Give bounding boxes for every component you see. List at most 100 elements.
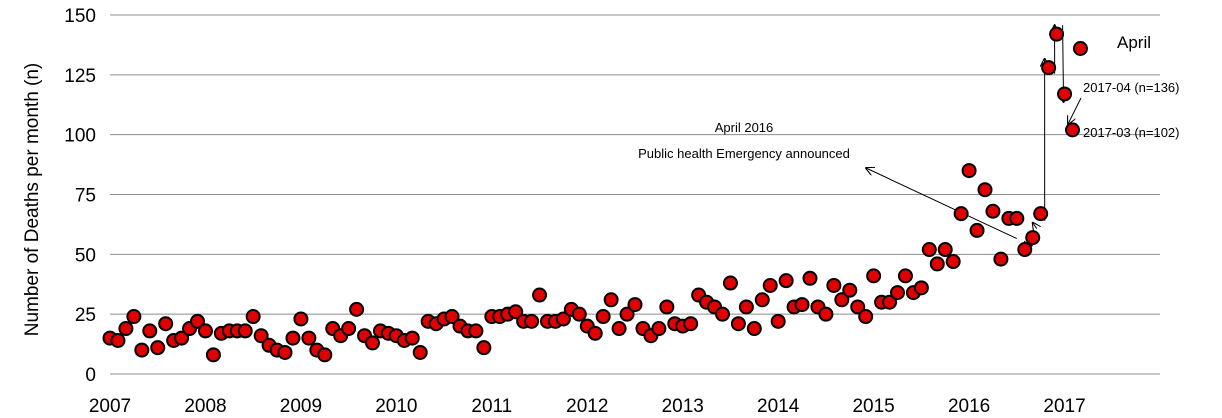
data-points [102, 26, 1088, 363]
data-point [317, 347, 333, 363]
data-point [882, 294, 898, 310]
data-point [595, 309, 611, 325]
data-point [826, 277, 842, 293]
data-point [969, 222, 985, 238]
y-axis-ticks: 0 25 50 75 100 125 150 [64, 6, 96, 386]
data-point [953, 206, 969, 222]
data-point [619, 306, 635, 322]
data-point [134, 342, 150, 358]
data-point [444, 309, 460, 325]
data-point [126, 309, 142, 325]
x-tick-label: 2013 [662, 396, 704, 417]
data-point [913, 280, 929, 296]
data-point [603, 292, 619, 308]
data-point [627, 297, 643, 313]
data-point [245, 309, 261, 325]
data-point [651, 321, 667, 337]
data-point [738, 299, 754, 315]
x-tick-label: 2009 [280, 396, 322, 417]
data-point [476, 340, 492, 356]
data-point [524, 313, 540, 329]
x-tick-label: 2014 [757, 396, 800, 417]
data-point [237, 323, 253, 339]
data-point [468, 323, 484, 339]
data-point [993, 251, 1009, 267]
annotation-public-health-emergency: Public health Emergency announced [638, 146, 850, 161]
data-point [555, 311, 571, 327]
x-tick-label: 2007 [89, 396, 131, 417]
data-point [412, 344, 428, 360]
data-point [253, 328, 269, 344]
data-point [762, 277, 778, 293]
annotation-2017-04: 2017-04 (n=136) [1083, 80, 1180, 95]
data-point [1033, 206, 1049, 222]
x-axis-ticks: 2007 2008 2009 2010 2011 2012 2013 2014 2015 2016… [89, 396, 1086, 417]
data-point [977, 182, 993, 198]
x-tick-label: 2010 [375, 396, 417, 417]
data-point [174, 330, 190, 346]
x-tick-label: 2008 [184, 396, 226, 417]
data-point [158, 316, 174, 332]
data-point [365, 335, 380, 351]
data-point [1049, 26, 1065, 42]
data-point [866, 268, 882, 284]
data-point [730, 316, 746, 332]
data-point [1065, 122, 1080, 138]
data-point [659, 299, 675, 315]
data-point [715, 306, 730, 322]
data-point [1009, 210, 1025, 226]
annotation-april: April [1117, 33, 1151, 52]
data-point [532, 287, 548, 303]
annotation-arrow [1033, 223, 1037, 229]
y-tick-label: 100 [64, 126, 96, 147]
data-point [921, 242, 937, 258]
data-point [890, 285, 905, 301]
data-point [937, 242, 953, 258]
y-tick-label: 50 [75, 245, 96, 266]
data-point [587, 325, 603, 341]
data-point [1017, 242, 1033, 258]
annotation-april-2016: April 2016 [715, 120, 774, 135]
y-tick-label: 125 [64, 66, 96, 87]
data-point [190, 313, 205, 329]
data-point [341, 321, 357, 337]
data-point [842, 282, 858, 298]
data-point [945, 254, 961, 270]
data-point [404, 330, 420, 346]
annotation-2017-03: 2017-03 (n=102) [1083, 125, 1180, 140]
data-point [293, 311, 309, 327]
data-point [850, 299, 866, 315]
data-point [571, 306, 587, 322]
x-tick-label: 2015 [852, 396, 894, 417]
data-point [770, 313, 786, 329]
data-point [197, 323, 213, 339]
data-point [285, 330, 301, 346]
data-point [746, 321, 762, 337]
data-point [142, 323, 158, 339]
y-tick-label: 150 [64, 6, 96, 27]
y-tick-label: 25 [75, 305, 96, 326]
data-point [118, 321, 134, 337]
data-point [1041, 60, 1057, 76]
data-point [961, 163, 977, 179]
data-point [205, 347, 221, 363]
data-point [778, 273, 794, 289]
x-tick-label: 2012 [566, 396, 608, 417]
data-point [722, 275, 738, 291]
data-point [754, 292, 770, 308]
annotations: April 2016 Public health Emergency announ… [638, 25, 1180, 245]
data-point [110, 332, 126, 348]
data-point [277, 344, 293, 360]
y-tick-label: 0 [85, 365, 96, 386]
data-point [349, 301, 365, 317]
data-point [611, 321, 627, 337]
data-point [1025, 230, 1041, 246]
data-point [802, 270, 818, 286]
data-point [794, 297, 810, 313]
data-point [301, 330, 317, 346]
data-point [985, 203, 1001, 219]
gridlines [110, 14, 1160, 375]
data-point [1057, 86, 1073, 102]
